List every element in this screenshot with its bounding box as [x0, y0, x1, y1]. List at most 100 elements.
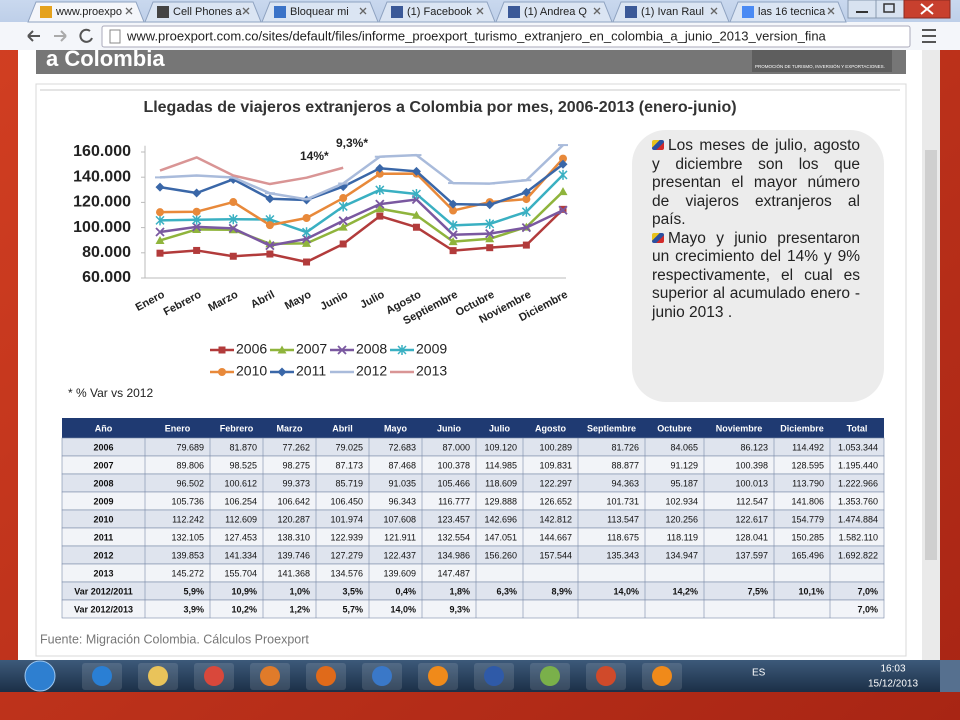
tab[interactable]	[729, 1, 847, 23]
table-cell: 113.547	[607, 514, 639, 524]
marker	[277, 367, 287, 377]
annotation: 14%*	[300, 149, 329, 163]
tab-icon	[157, 6, 169, 18]
annotation: 9,3%*	[336, 136, 368, 150]
marker	[337, 345, 347, 355]
marker	[265, 240, 275, 251]
table-cell: 122.297	[539, 478, 572, 488]
tab[interactable]	[612, 1, 730, 23]
table-cell: 109.831	[539, 460, 572, 470]
tab-title: www.proexpo	[55, 6, 122, 18]
marker	[485, 234, 495, 243]
table-row	[61, 599, 885, 619]
tab-title: las 16 tecnica	[758, 6, 826, 18]
tab-close[interactable]	[593, 7, 601, 15]
table-cell: 116.777	[438, 496, 470, 506]
start-button[interactable]	[24, 660, 56, 692]
tab[interactable]	[378, 1, 496, 23]
tab-title: (1) Facebook	[407, 6, 472, 18]
table-cell: 142.812	[539, 514, 572, 524]
tab-close[interactable]	[125, 7, 133, 15]
series-line	[159, 144, 564, 201]
forward-button[interactable]	[54, 30, 67, 42]
table-cell: 98.525	[229, 460, 257, 470]
tab-close[interactable]	[710, 7, 718, 15]
table-cell: 100.378	[437, 460, 470, 470]
tab-close[interactable]	[827, 7, 835, 15]
table-cell: 147.487	[437, 568, 470, 578]
tab[interactable]	[144, 1, 262, 23]
logo	[752, 50, 892, 72]
table-cell: 141.806	[791, 496, 824, 506]
tab-close[interactable]	[476, 7, 484, 15]
tab[interactable]	[495, 1, 613, 23]
address-bar[interactable]	[101, 25, 911, 48]
table-cell: 154.779	[791, 514, 824, 524]
marker	[191, 222, 202, 232]
marker	[338, 216, 348, 226]
app-icon	[148, 666, 168, 686]
column-header: Julio	[489, 423, 511, 433]
marker	[277, 345, 287, 354]
notes-box	[632, 130, 884, 402]
table-cell: 122.437	[383, 550, 416, 560]
table-cell: 122.939	[330, 532, 363, 542]
column-header: Septiembre	[587, 423, 636, 433]
series-line	[159, 174, 564, 234]
table-cell: 100.289	[539, 442, 572, 452]
table-cell: 91.035	[388, 478, 416, 488]
row-label: 2006	[93, 442, 113, 452]
back-button[interactable]	[27, 30, 40, 42]
app-icon	[652, 666, 672, 686]
marker	[339, 194, 348, 203]
marker	[155, 182, 165, 192]
marker	[229, 252, 237, 260]
icon	[883, 3, 895, 13]
table-cell: 129.888	[484, 496, 517, 506]
column-header: Agosto	[535, 423, 566, 433]
marker	[397, 345, 407, 355]
row-label: 2008	[93, 478, 113, 488]
marker	[559, 154, 567, 163]
reload-button[interactable]	[79, 28, 93, 43]
table-cell: 101.974	[330, 514, 363, 524]
table-cell: 99.373	[282, 478, 310, 488]
app-icon	[316, 666, 336, 686]
table-cell: 87.173	[335, 460, 363, 470]
minimize-button[interactable]	[847, 0, 877, 19]
app-icon	[428, 666, 448, 686]
marker	[338, 222, 348, 231]
note: Los meses de julio, agosto y diciembre s…	[652, 137, 860, 230]
clock-time: 16:03	[880, 664, 905, 675]
tab-icon	[40, 6, 52, 18]
tab[interactable]	[261, 1, 379, 23]
legend-label: 2011	[296, 363, 326, 379]
table-cell: 72.683	[388, 442, 416, 452]
row-label: Var 2012/2013	[74, 604, 133, 614]
scroll-thumb[interactable]	[925, 150, 937, 560]
table-cell: 141.334	[224, 550, 257, 560]
tab[interactable]	[27, 1, 145, 23]
table-cell: 98.275	[282, 460, 310, 470]
tab-close[interactable]	[242, 7, 250, 15]
show-desktop[interactable]	[940, 660, 960, 692]
legend-label: 2013	[416, 363, 447, 379]
table-cell: 112.609	[225, 514, 257, 524]
table-cell: 122.617	[735, 514, 768, 524]
marker	[485, 200, 495, 210]
table-cell: 10,9%	[231, 586, 257, 596]
table-cell: 142.696	[484, 514, 517, 524]
app-icon	[204, 666, 224, 686]
marker	[265, 221, 274, 230]
tab-title: Cell Phones a	[173, 6, 242, 18]
column-header: Mayo	[384, 423, 408, 433]
table-cell: 139.746	[277, 550, 310, 560]
maximize-button[interactable]	[875, 0, 905, 19]
menu-button[interactable]	[922, 29, 936, 43]
table-cell: 121.911	[384, 532, 416, 542]
nav-buttons	[27, 25, 936, 48]
legend-label: 2006	[236, 341, 267, 357]
tab-close[interactable]	[359, 7, 367, 15]
table-cell: 112.242	[172, 514, 204, 524]
table-cell: 155.704	[224, 568, 257, 578]
